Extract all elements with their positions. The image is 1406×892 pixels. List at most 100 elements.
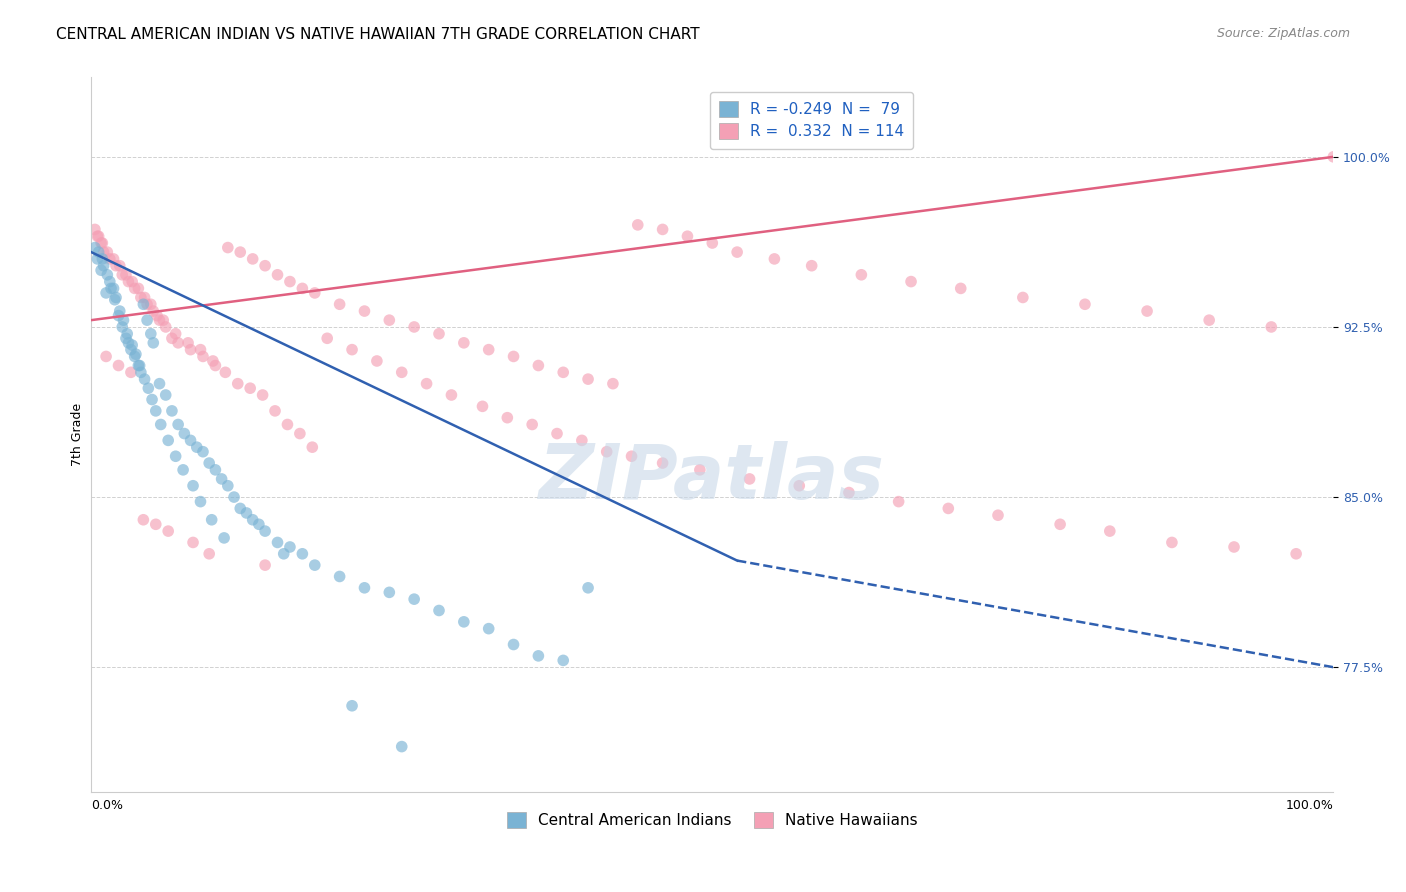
Point xyxy=(160,404,183,418)
Point xyxy=(304,558,326,573)
Point xyxy=(145,404,167,418)
Point xyxy=(301,440,323,454)
Point xyxy=(211,472,233,486)
Point xyxy=(453,615,475,629)
Point xyxy=(198,456,221,470)
Point xyxy=(546,426,568,441)
Point xyxy=(527,359,550,373)
Point xyxy=(152,313,174,327)
Point xyxy=(86,252,108,266)
Text: CENTRAL AMERICAN INDIAN VS NATIVE HAWAIIAN 7TH GRADE CORRELATION CHART: CENTRAL AMERICAN INDIAN VS NATIVE HAWAII… xyxy=(56,27,700,42)
Point xyxy=(247,517,270,532)
Y-axis label: 7th Grade: 7th Grade xyxy=(72,403,84,467)
Text: 100.0%: 100.0% xyxy=(1285,798,1333,812)
Point xyxy=(157,524,180,538)
Point xyxy=(105,259,128,273)
Point xyxy=(190,343,212,357)
Point xyxy=(127,359,149,373)
Point xyxy=(190,494,212,508)
Point xyxy=(155,320,177,334)
Point xyxy=(115,326,138,341)
Point xyxy=(108,304,131,318)
Point xyxy=(502,350,524,364)
Point xyxy=(132,513,155,527)
Point xyxy=(125,347,148,361)
Point xyxy=(266,268,288,282)
Point xyxy=(108,259,131,273)
Point xyxy=(167,335,190,350)
Point xyxy=(94,285,117,300)
Point xyxy=(576,581,599,595)
Point xyxy=(404,320,426,334)
Point xyxy=(105,290,128,304)
Point xyxy=(180,343,202,357)
Point xyxy=(136,297,159,311)
Point xyxy=(142,335,165,350)
Point xyxy=(1285,547,1308,561)
Point xyxy=(229,501,252,516)
Point xyxy=(124,350,146,364)
Point xyxy=(316,331,339,345)
Point xyxy=(329,569,352,583)
Point xyxy=(763,252,786,266)
Point xyxy=(117,335,139,350)
Point xyxy=(1136,304,1159,318)
Point xyxy=(212,531,235,545)
Point xyxy=(93,245,115,260)
Point xyxy=(136,313,159,327)
Point xyxy=(254,524,277,538)
Point xyxy=(427,326,450,341)
Point xyxy=(155,388,177,402)
Point xyxy=(627,218,650,232)
Point xyxy=(366,354,388,368)
Point xyxy=(201,513,224,527)
Point xyxy=(121,338,143,352)
Point xyxy=(252,388,274,402)
Point xyxy=(353,304,375,318)
Point xyxy=(496,410,519,425)
Point xyxy=(165,326,187,341)
Point xyxy=(576,372,599,386)
Point xyxy=(266,535,288,549)
Point xyxy=(103,281,125,295)
Point xyxy=(738,472,761,486)
Point xyxy=(651,222,673,236)
Point xyxy=(94,350,117,364)
Point xyxy=(1198,313,1220,327)
Point xyxy=(427,603,450,617)
Point xyxy=(1260,320,1282,334)
Point xyxy=(1049,517,1071,532)
Point xyxy=(177,335,200,350)
Point xyxy=(851,268,873,282)
Point xyxy=(139,326,162,341)
Point xyxy=(471,400,494,414)
Point xyxy=(172,463,194,477)
Point xyxy=(148,376,170,391)
Point xyxy=(181,535,204,549)
Point xyxy=(1074,297,1097,311)
Point xyxy=(391,365,413,379)
Point xyxy=(838,485,860,500)
Point xyxy=(111,268,134,282)
Point xyxy=(204,359,226,373)
Point xyxy=(96,245,118,260)
Point xyxy=(1011,290,1033,304)
Point xyxy=(84,222,107,236)
Point xyxy=(111,320,134,334)
Point xyxy=(191,350,214,364)
Point xyxy=(141,392,163,407)
Point xyxy=(120,343,142,357)
Point xyxy=(527,648,550,663)
Point xyxy=(329,297,352,311)
Point xyxy=(242,513,264,527)
Point xyxy=(1322,150,1344,164)
Point xyxy=(291,547,314,561)
Point xyxy=(949,281,972,295)
Point xyxy=(132,297,155,311)
Point xyxy=(112,313,135,327)
Point xyxy=(134,372,156,386)
Point xyxy=(453,335,475,350)
Point xyxy=(149,417,172,432)
Point xyxy=(478,622,501,636)
Point xyxy=(167,417,190,432)
